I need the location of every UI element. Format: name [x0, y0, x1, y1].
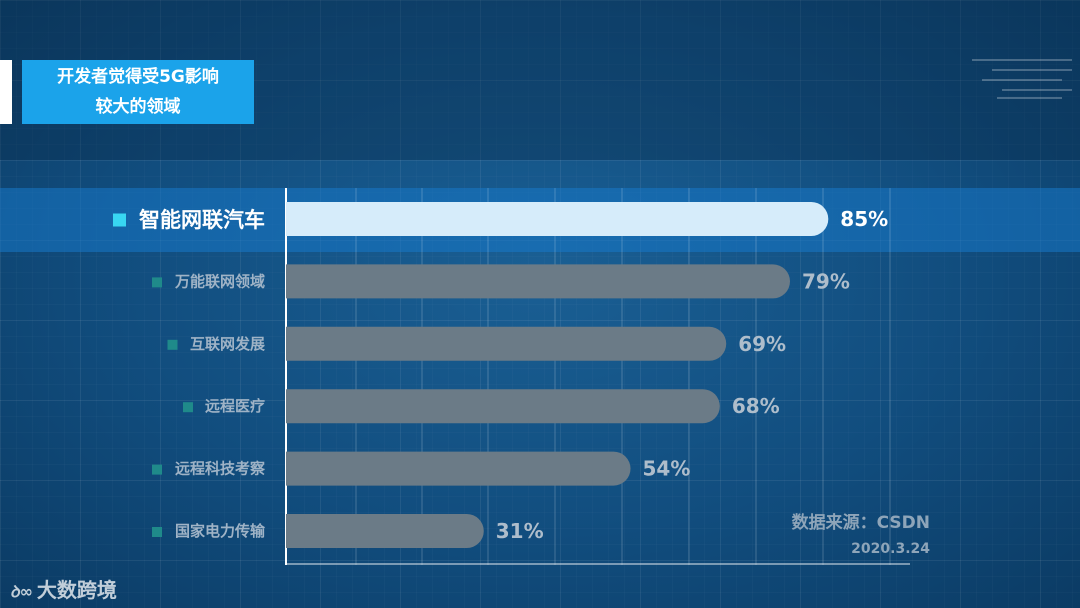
source-date: 2020.3.24: [851, 541, 930, 557]
value-label-5: 54%: [643, 457, 691, 481]
category-label-4: 远程医疗: [205, 397, 265, 415]
title-accent-bar: [0, 60, 12, 124]
chart-title-line1: 开发者觉得受5G影响: [57, 67, 219, 87]
bar-6: [286, 514, 484, 548]
bar-5: [286, 451, 631, 486]
chart-title: 开发者觉得受5G影响 较大的领域: [22, 60, 254, 124]
square-marker-icon: [152, 277, 162, 288]
value-label-2: 79%: [802, 269, 850, 293]
square-marker-icon: [183, 402, 193, 413]
value-label-3: 69%: [738, 332, 786, 356]
bar-3: [286, 326, 727, 361]
bar-2: [286, 264, 791, 299]
value-label-4: 68%: [732, 394, 780, 418]
category-label-2: 万能联网领域: [174, 272, 265, 290]
square-marker-icon: [152, 527, 162, 537]
source-name: 数据来源：CSDN: [791, 513, 930, 533]
watermark: ꝺ∞ 大数跨境: [10, 574, 117, 603]
bar-1: [286, 202, 829, 236]
chart-title-line2: 较大的领域: [95, 97, 181, 117]
square-marker-icon: [152, 464, 162, 475]
square-marker-icon: [113, 213, 126, 227]
watermark-text: 大数跨境: [36, 578, 117, 602]
category-label-3: 互联网发展: [190, 335, 265, 353]
square-marker-icon: [167, 339, 178, 350]
logo-icon: ꝺ∞: [10, 582, 33, 601]
value-label-1: 85%: [840, 207, 888, 231]
category-label-6: 国家电力传输: [175, 522, 266, 540]
bar-4: [286, 389, 720, 424]
decorative-lines-icon: [972, 59, 1072, 99]
value-label-6: 31%: [496, 519, 544, 543]
category-label-1: 智能网联汽车: [139, 208, 265, 232]
category-label-5: 远程科技考察: [175, 460, 266, 478]
data-source: 数据来源：CSDN 2020.3.24: [792, 508, 930, 557]
